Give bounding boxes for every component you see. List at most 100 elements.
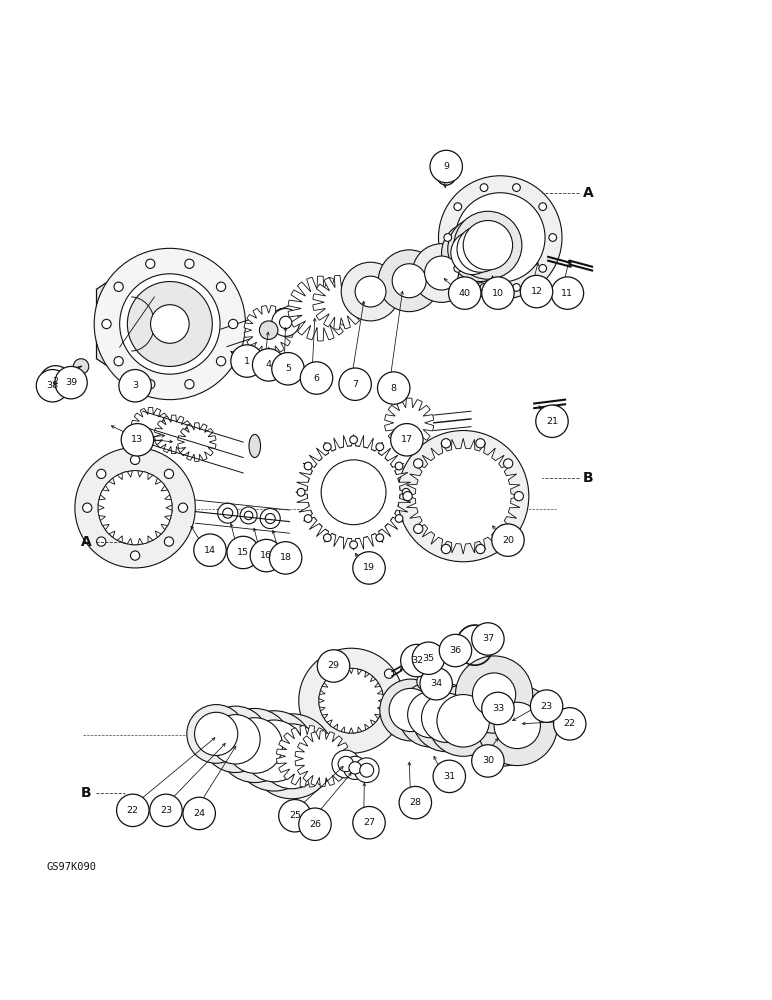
Circle shape xyxy=(376,534,384,542)
Circle shape xyxy=(376,443,384,451)
Text: 14: 14 xyxy=(204,546,216,555)
Text: 15: 15 xyxy=(237,548,249,557)
Text: 36: 36 xyxy=(449,646,462,655)
Text: 10: 10 xyxy=(492,289,504,298)
Circle shape xyxy=(260,508,280,529)
Circle shape xyxy=(472,745,504,777)
Text: 19: 19 xyxy=(363,563,375,572)
Text: 39: 39 xyxy=(65,378,77,387)
Circle shape xyxy=(350,541,357,549)
Circle shape xyxy=(476,699,525,749)
Circle shape xyxy=(73,359,89,374)
Polygon shape xyxy=(295,731,350,786)
Circle shape xyxy=(513,184,520,191)
Circle shape xyxy=(164,537,174,546)
Circle shape xyxy=(234,711,314,791)
Text: 33: 33 xyxy=(492,704,504,713)
Text: B: B xyxy=(583,471,594,485)
Circle shape xyxy=(420,668,452,700)
Circle shape xyxy=(380,679,442,741)
Circle shape xyxy=(349,762,361,774)
Circle shape xyxy=(120,274,220,374)
Circle shape xyxy=(442,439,451,448)
Circle shape xyxy=(454,203,462,211)
Circle shape xyxy=(146,259,155,268)
Circle shape xyxy=(194,534,226,566)
Circle shape xyxy=(492,524,524,556)
Circle shape xyxy=(279,316,292,329)
Circle shape xyxy=(454,211,522,279)
Polygon shape xyxy=(244,306,293,355)
Circle shape xyxy=(240,507,257,524)
Circle shape xyxy=(130,551,140,560)
Circle shape xyxy=(494,702,540,749)
Circle shape xyxy=(252,349,285,381)
Circle shape xyxy=(378,372,410,404)
Circle shape xyxy=(476,439,485,448)
Text: 26: 26 xyxy=(309,820,321,829)
Circle shape xyxy=(378,250,440,312)
Circle shape xyxy=(398,682,463,747)
Text: 18: 18 xyxy=(279,553,292,562)
Circle shape xyxy=(297,488,305,496)
Circle shape xyxy=(412,642,445,674)
Text: 24: 24 xyxy=(193,809,205,818)
Circle shape xyxy=(332,750,360,778)
Circle shape xyxy=(472,623,504,655)
Text: 11: 11 xyxy=(561,289,574,298)
Polygon shape xyxy=(98,471,172,545)
Circle shape xyxy=(250,539,283,572)
Circle shape xyxy=(244,511,253,520)
Polygon shape xyxy=(276,726,338,787)
Circle shape xyxy=(554,708,586,740)
Ellipse shape xyxy=(249,434,260,458)
Polygon shape xyxy=(288,276,353,341)
Circle shape xyxy=(211,715,260,764)
Circle shape xyxy=(442,171,451,180)
Circle shape xyxy=(455,193,545,282)
Circle shape xyxy=(391,424,423,456)
Circle shape xyxy=(438,176,562,299)
Text: 3: 3 xyxy=(132,381,138,390)
Circle shape xyxy=(75,448,195,568)
Circle shape xyxy=(259,724,324,789)
Circle shape xyxy=(353,806,385,839)
Circle shape xyxy=(119,370,151,402)
Circle shape xyxy=(249,714,334,799)
Circle shape xyxy=(319,668,384,733)
Circle shape xyxy=(418,451,508,541)
Circle shape xyxy=(231,345,263,377)
Circle shape xyxy=(401,644,433,677)
Circle shape xyxy=(279,800,311,832)
Circle shape xyxy=(403,492,412,501)
Circle shape xyxy=(227,536,259,569)
Polygon shape xyxy=(96,276,166,372)
Text: 35: 35 xyxy=(422,654,435,663)
Circle shape xyxy=(150,794,182,827)
Circle shape xyxy=(408,691,454,738)
Text: 7: 7 xyxy=(352,380,358,389)
Circle shape xyxy=(121,424,154,456)
Circle shape xyxy=(259,321,278,339)
Circle shape xyxy=(399,786,432,819)
Circle shape xyxy=(216,282,225,291)
Circle shape xyxy=(539,265,547,272)
Circle shape xyxy=(323,443,331,451)
Circle shape xyxy=(437,166,455,185)
Circle shape xyxy=(412,244,471,302)
Circle shape xyxy=(36,370,69,402)
Text: 13: 13 xyxy=(131,435,144,444)
Circle shape xyxy=(412,684,480,752)
Circle shape xyxy=(151,305,189,343)
Polygon shape xyxy=(296,434,411,550)
Circle shape xyxy=(321,460,386,525)
Text: 31: 31 xyxy=(443,772,455,781)
Text: 40: 40 xyxy=(459,289,471,298)
Polygon shape xyxy=(384,398,434,448)
Circle shape xyxy=(398,431,529,562)
Circle shape xyxy=(480,184,488,191)
Text: 28: 28 xyxy=(409,798,422,807)
Circle shape xyxy=(178,503,188,512)
Circle shape xyxy=(272,353,304,385)
Text: 34: 34 xyxy=(430,679,442,688)
